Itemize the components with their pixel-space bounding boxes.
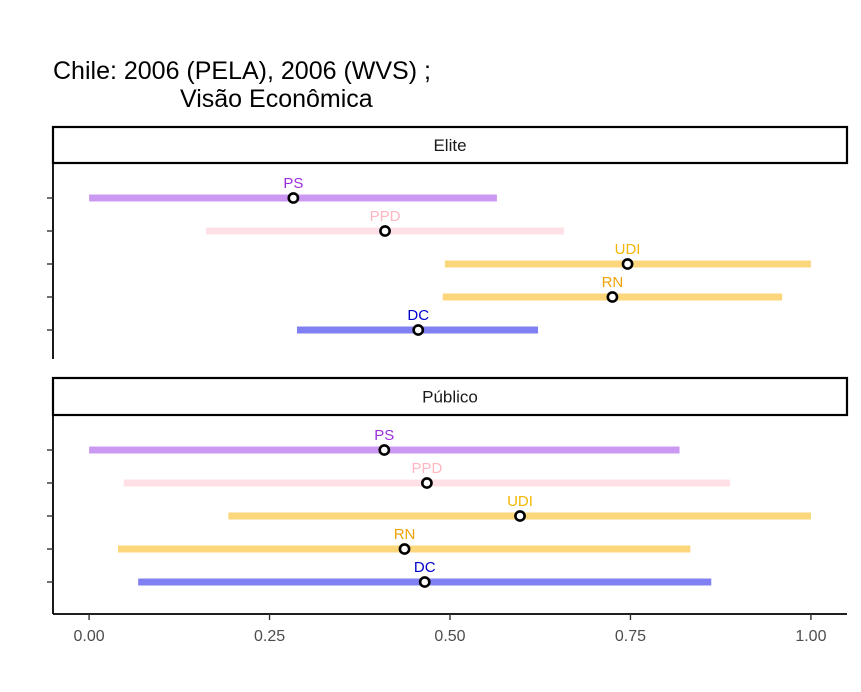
chart-title-line1: Chile: 2006 (PELA), 2006 (WVS) ;: [53, 57, 431, 85]
party-label-udi: UDI: [507, 493, 533, 510]
point-udi: [514, 510, 526, 522]
strip-label: Elite: [433, 136, 466, 155]
point-rn: [606, 291, 619, 303]
x-tick-label: 0.00: [74, 628, 105, 645]
panels: Elite PS PPD UDI RN DC Público PS PPD UDI RN DC: [47, 125, 849, 615]
x-tick-label: 1.00: [795, 628, 826, 645]
party-label-ps: PS: [374, 427, 394, 444]
panel-1: Público PS PPD UDI RN DC: [47, 376, 849, 615]
party-label-rn: RN: [394, 526, 416, 543]
party-label-dc: DC: [414, 559, 436, 576]
point-ps: [287, 192, 300, 204]
point-rn: [398, 543, 411, 555]
point-dc: [412, 324, 425, 336]
point-ppd: [421, 477, 433, 489]
x-axis: 0.00 0.25 0.50 0.75 1.00: [74, 614, 827, 645]
party-label-rn: RN: [602, 274, 624, 291]
panel-0: Elite PS PPD UDI RN DC: [47, 125, 849, 359]
party-label-ps: PS: [283, 175, 303, 192]
x-tick-label: 0.25: [254, 628, 285, 645]
strip-box: [51, 125, 849, 165]
strip-box: [51, 376, 849, 417]
point-ppd: [379, 225, 391, 237]
party-label-ppd: PPD: [411, 460, 442, 477]
party-label-ppd: PPD: [370, 208, 401, 225]
point-udi: [621, 258, 634, 270]
party-label-udi: UDI: [615, 241, 641, 258]
x-tick-label: 0.75: [615, 628, 646, 645]
party-label-dc: DC: [407, 307, 429, 324]
point-dc: [418, 576, 431, 588]
chart-title-line2: Visão Econômica: [180, 85, 373, 113]
x-tick-label: 0.50: [434, 628, 465, 645]
strip-label: Público: [422, 388, 478, 407]
point-ps: [378, 444, 391, 456]
